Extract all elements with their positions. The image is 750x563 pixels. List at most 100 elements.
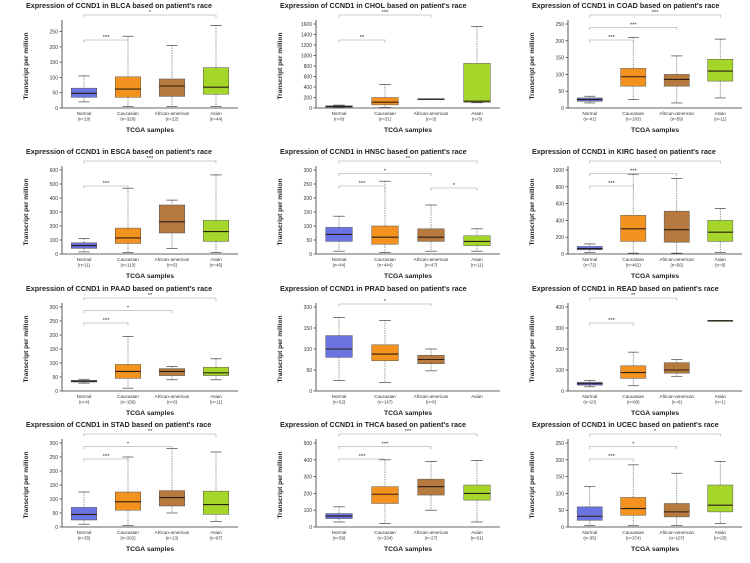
chart-panel: Expression of CCND1 in KIRC based on pat… xyxy=(506,146,744,290)
category-label: Asian xyxy=(715,394,727,399)
box-0 xyxy=(325,104,353,108)
count-label: (n=60) xyxy=(627,400,640,405)
significance-label: *** xyxy=(608,181,616,187)
y-tick-label: 50 xyxy=(52,375,58,381)
y-tick-label: 0 xyxy=(561,525,564,531)
category-label: Caucasian xyxy=(622,530,644,535)
box-0 xyxy=(576,243,603,253)
box-0 xyxy=(576,95,603,104)
category-label: Caucasian xyxy=(117,257,139,262)
box-1 xyxy=(371,459,399,524)
bracket-line xyxy=(589,14,721,18)
significance-label: ** xyxy=(360,35,365,41)
y-tick-label: 100 xyxy=(304,508,313,514)
count-label: (n=35) xyxy=(78,536,91,541)
boxplot-svg: Expression of CCND1 in BLCA based on pat… xyxy=(23,1,238,134)
bracket-line xyxy=(338,458,386,462)
category-label: Normal xyxy=(582,257,597,262)
significance-bracket: ** xyxy=(589,293,678,301)
significance-label: *** xyxy=(630,169,638,175)
significance-label: *** xyxy=(103,318,111,324)
category-label: Normal xyxy=(332,530,347,535)
category-label: Normal xyxy=(582,394,597,399)
bracket-line xyxy=(83,458,129,462)
count-label: (n=9) xyxy=(334,117,345,122)
box-2 xyxy=(158,366,186,381)
box-1 xyxy=(620,37,647,100)
significance-label: *** xyxy=(147,156,155,162)
significance-label: * xyxy=(654,156,657,162)
significance-bracket: *** xyxy=(338,454,386,462)
y-tick-label: 0 xyxy=(561,106,564,112)
y-tick-label: 600 xyxy=(556,202,565,208)
category-label: Asian xyxy=(715,530,727,535)
boxplot-svg: Expression of CCND1 in HNSC based on pat… xyxy=(277,147,500,280)
y-tick-label: 300 xyxy=(304,168,313,174)
count-label: (n=52) xyxy=(333,400,346,405)
significance-bracket: ** xyxy=(83,293,217,301)
box-iqr xyxy=(158,490,186,507)
count-label: (n=5) xyxy=(167,263,178,268)
count-label: (n=19) xyxy=(78,117,91,122)
y-tick-label: 0 xyxy=(55,389,58,395)
category-label: Normal xyxy=(332,257,347,262)
y-tick-label: 200 xyxy=(304,96,313,102)
box-iqr xyxy=(70,87,98,98)
box-2 xyxy=(417,461,445,511)
y-tick-label: 250 xyxy=(50,319,59,325)
y-tick-label: 600 xyxy=(304,75,313,81)
count-label: (n=27) xyxy=(425,536,438,541)
y-tick-label: 200 xyxy=(556,39,565,45)
significance-bracket: *** xyxy=(589,23,678,30)
box-3 xyxy=(202,358,230,381)
y-tick-label: 250 xyxy=(556,441,565,447)
box-3 xyxy=(202,25,230,107)
box-iqr xyxy=(663,210,690,243)
category-label: Normal xyxy=(77,257,92,262)
box-iqr xyxy=(663,362,690,374)
category-label: Asian xyxy=(715,111,727,116)
y-tick-label: 0 xyxy=(561,389,564,395)
count-label: (n=11) xyxy=(714,117,727,122)
significance-bracket: * xyxy=(589,156,721,164)
box-1 xyxy=(371,84,399,108)
y-tick-label: 50 xyxy=(558,508,564,514)
box-iqr xyxy=(158,204,186,234)
box-1 xyxy=(620,173,647,254)
chart-panel: Expression of CCND1 in THCA based on pat… xyxy=(254,419,502,563)
y-tick-label: 400 xyxy=(556,218,565,224)
y-tick-label: 200 xyxy=(556,347,565,353)
bracket-line xyxy=(83,433,217,437)
y-tick-label: 200 xyxy=(556,458,565,464)
box-iqr xyxy=(371,486,399,504)
y-axis-label: Transcript per million xyxy=(277,315,284,382)
y-tick-label: 100 xyxy=(50,361,59,367)
category-label: Asian xyxy=(210,111,222,116)
y-tick-label: 50 xyxy=(306,238,312,244)
x-axis-label: TCGA samples xyxy=(631,273,679,280)
y-tick-label: 50 xyxy=(306,368,312,374)
significance-label: ** xyxy=(148,429,153,435)
box-1 xyxy=(620,351,647,387)
count-label: (n=11) xyxy=(471,263,484,268)
category-label: Asian xyxy=(210,530,222,535)
bracket-line xyxy=(338,433,478,437)
y-axis-label: Transcript per million xyxy=(529,451,536,518)
box-0 xyxy=(70,491,98,525)
count-label: (n=47) xyxy=(425,263,438,268)
count-label: (n=147) xyxy=(377,400,393,405)
y-tick-label: 300 xyxy=(304,475,313,481)
significance-label: *** xyxy=(630,23,638,29)
significance-bracket: *** xyxy=(83,181,129,189)
significance-bracket: * xyxy=(83,442,173,449)
count-label: (n=44) xyxy=(210,117,223,122)
category-label: Normal xyxy=(582,111,597,116)
bracket-line xyxy=(589,27,678,30)
category-label: Normal xyxy=(77,394,92,399)
box-iqr xyxy=(114,76,142,98)
count-label: (n=374) xyxy=(626,536,642,541)
y-axis-label: Transcript per million xyxy=(529,315,536,382)
bracket-line xyxy=(589,446,678,449)
count-label: (n=31) xyxy=(379,117,392,122)
chart-title: Expression of CCND1 in PAAD based on pat… xyxy=(26,284,212,293)
